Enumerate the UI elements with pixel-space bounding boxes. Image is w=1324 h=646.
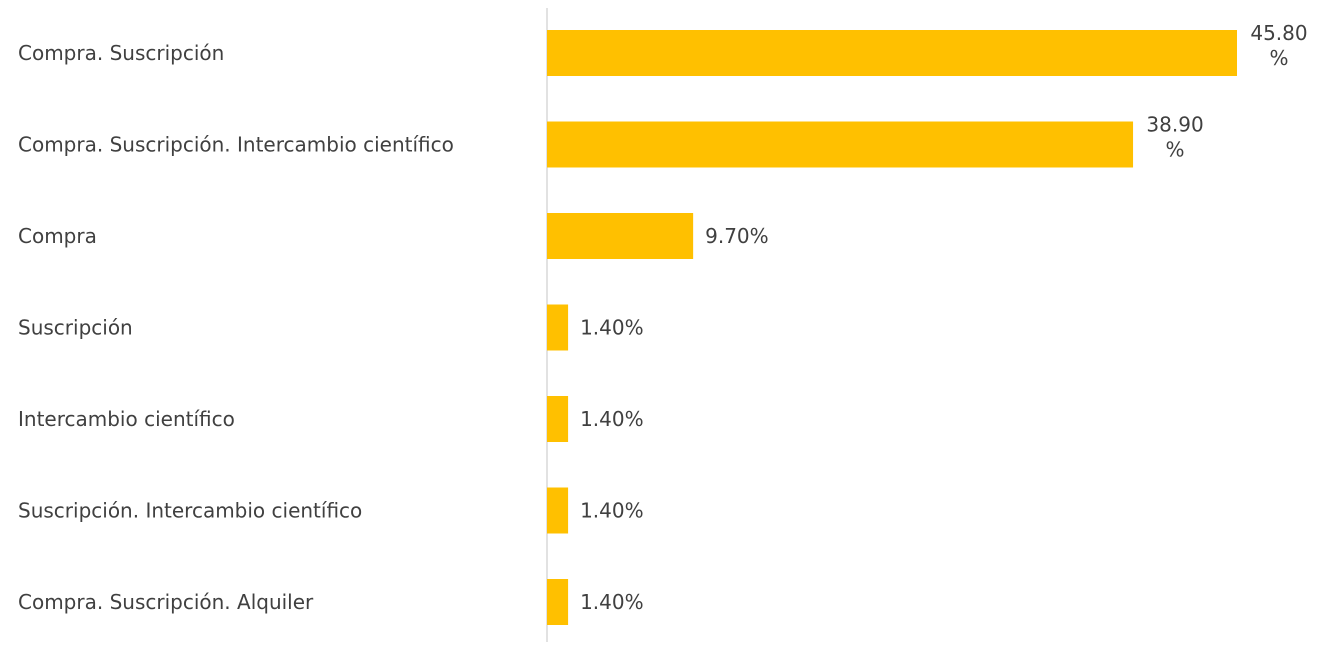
data-label: 45.80 (1250, 21, 1307, 45)
data-label: 1.40% (580, 590, 644, 614)
category-label: Compra. Suscripción (18, 41, 224, 65)
category-label: Intercambio científico (18, 407, 235, 431)
data-label: 1.40% (580, 316, 644, 340)
data-label: % (1269, 46, 1288, 70)
category-label: Compra. Suscripción. Intercambio científ… (18, 133, 454, 157)
data-label: % (1166, 138, 1185, 162)
category-label: Suscripción (18, 316, 133, 340)
bars (547, 30, 1237, 625)
category-label: Compra (18, 224, 97, 248)
bar (547, 121, 1134, 168)
bar (547, 304, 569, 351)
category-labels: Compra. Suscripción Compra. Suscripción. … (18, 41, 454, 614)
bar (547, 213, 694, 259)
data-label: 9.70% (705, 224, 769, 248)
bar (547, 30, 1237, 76)
bar (547, 579, 569, 625)
data-labels: 45.80%38.90%9.70%1.40%1.40%1.40%1.40% (580, 21, 1308, 614)
bar (547, 487, 569, 534)
data-label: 38.90 (1146, 113, 1203, 137)
category-label: Compra. Suscripción. Alquiler (18, 590, 314, 614)
data-label: 1.40% (580, 499, 644, 523)
data-label: 1.40% (580, 407, 644, 431)
category-label: Suscripción. Intercambio científico (18, 499, 362, 523)
bar (547, 396, 569, 442)
